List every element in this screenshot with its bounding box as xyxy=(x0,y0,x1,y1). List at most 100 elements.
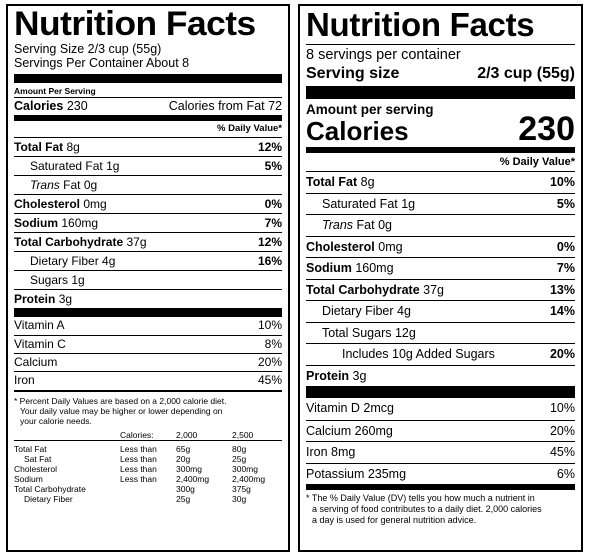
text-value: Total Carbohydrate xyxy=(14,235,124,249)
new-vitamin-row: Vitamin D 2mcg 10% xyxy=(306,398,575,420)
text-value: 0mg xyxy=(83,197,107,211)
text-value: 20g xyxy=(176,454,191,464)
text-value: Less than xyxy=(120,444,157,454)
text-value: Iron 8mg xyxy=(306,445,356,459)
text-value: Cholesterol xyxy=(306,239,375,254)
text-value: 12% xyxy=(257,140,282,154)
text-value: * The % Daily Value (DV) tells you how m… xyxy=(306,493,535,503)
text-value: Trans xyxy=(30,178,60,192)
text-value: Less than xyxy=(120,464,157,474)
text-value: Saturated Fat xyxy=(30,159,103,173)
text-value: 12g xyxy=(394,325,416,340)
old-serving-size: Serving Size 2/3 cup (55g) xyxy=(14,42,162,56)
new-nutrient-row: Dietary Fiber 4g 14% xyxy=(306,300,575,322)
new-nutrient-row: Saturated Fat 1g 5% xyxy=(306,192,575,215)
text-value: 1g xyxy=(106,159,120,173)
old-label-title: Nutrition Facts xyxy=(14,5,256,43)
text-value: Vitamin D 2mcg xyxy=(306,401,394,415)
new-nutrient-row: Total Fat 8g 10% xyxy=(306,171,575,193)
text-value: a day is used for general nutrition advi… xyxy=(312,515,477,525)
text-value: 10% xyxy=(549,401,575,415)
text-value: * Percent Daily Values are based on a 2,… xyxy=(14,396,227,406)
new-nutrient-row: Total Sugars 12g xyxy=(306,321,575,344)
text-value: Dietary Fiber xyxy=(322,304,394,318)
text-value: 1g xyxy=(401,196,416,211)
old-nutrient-row: Total Carbohydrate 37g 12% xyxy=(14,232,282,251)
text-value: 13% xyxy=(549,282,575,297)
text-value: 3g xyxy=(352,368,367,383)
new-nutrient-row: Includes 10g Added Sugars 20% xyxy=(306,343,575,365)
new-vitamin-row: Calcium 260mg 20% xyxy=(306,419,575,442)
new-calories-value: 230 xyxy=(518,110,575,148)
text-value: a serving of food contributes to a daily… xyxy=(312,504,542,514)
text-value: 16% xyxy=(257,254,282,268)
old-thick-divider xyxy=(14,308,282,317)
text-value: 7% xyxy=(556,261,575,275)
text-value: 20% xyxy=(257,355,282,369)
new-amount-per-serving: Amount per serving xyxy=(306,102,434,117)
text-value: 25g xyxy=(232,454,247,464)
new-thick-divider xyxy=(306,86,575,99)
new-serving-size-row: Serving size 2/3 cup (55g) xyxy=(306,64,575,83)
text-value: Calories: xyxy=(120,430,154,440)
old-calories-value: 230 xyxy=(66,99,88,113)
old-medium-divider xyxy=(14,115,282,121)
old-daily-value-header: % Daily Value* xyxy=(217,123,282,134)
old-vitamin-row: Vitamin C 8% xyxy=(14,335,282,353)
text-value xyxy=(120,484,176,494)
new-label-title: Nutrition Facts xyxy=(306,6,535,43)
text-value: Iron xyxy=(14,373,35,387)
new-medium-divider xyxy=(306,484,575,490)
text-value: Fat xyxy=(63,178,81,192)
new-calories-label: Calories xyxy=(306,116,409,146)
text-value: 4g xyxy=(397,304,411,318)
text-value: Fat xyxy=(356,218,375,232)
new-nutrient-row: Protein 3g xyxy=(306,364,575,387)
text-value: Calcium xyxy=(14,355,58,369)
old-nutrient-row: Total Fat 8g 12% xyxy=(14,137,282,156)
text-value: 45% xyxy=(549,445,575,459)
old-nutrient-row: Sugars 1g xyxy=(14,270,282,289)
new-serving-size-value: 2/3 cup (55g) xyxy=(477,65,575,82)
old-servings-per-container: Servings Per Container About 8 xyxy=(14,56,190,70)
new-serving-size-label: Serving size xyxy=(306,65,400,82)
text-value: Total Fat xyxy=(14,444,47,454)
new-calories-row: Calories 230 xyxy=(306,110,575,148)
text-value xyxy=(120,494,176,504)
old-nutrient-row: Sodium 160mg 7% xyxy=(14,213,282,232)
new-nutrient-row: Cholesterol 0mg 0% xyxy=(306,235,575,258)
text-value: Less than xyxy=(120,454,157,464)
text-value: 2,400mg xyxy=(176,474,210,484)
text-value: 20% xyxy=(549,347,575,361)
new-footnote: * The % Daily Value (DV) tells you how m… xyxy=(306,493,575,526)
old-calories-from-fat: Calories from Fat 72 xyxy=(168,99,282,113)
text-value: 30g xyxy=(232,494,247,504)
old-nutrient-row: Cholesterol 0mg 0% xyxy=(14,194,282,213)
text-value: Saturated Fat xyxy=(322,196,398,211)
text-value: Includes 10g Added Sugars xyxy=(342,347,495,361)
text-value: Total Fat xyxy=(14,140,64,154)
old-nutrition-label: Nutrition Facts Serving Size 2/3 cup (55… xyxy=(6,4,290,552)
text-value: 6% xyxy=(556,466,575,481)
text-value: Total Carbohydrate xyxy=(306,282,420,297)
new-nutrient-row: Sodium 160mg 7% xyxy=(306,257,575,279)
old-daily-values-table: Calories: 2,000 2,500 Total Fat Less than… xyxy=(14,430,282,504)
text-value: 0g xyxy=(378,218,392,232)
new-nutrient-row: Trans Fat 0g xyxy=(306,214,575,236)
old-amount-per-serving: Amount Per Serving xyxy=(14,86,96,96)
text-value: Your daily value may be higher or lower … xyxy=(20,406,223,416)
text-value: 0mg xyxy=(378,239,403,254)
text-value: 37g xyxy=(126,235,147,249)
new-nutrient-row: Total Carbohydrate 37g 13% xyxy=(306,278,575,301)
text-value: Total Fat xyxy=(306,175,358,189)
text-value: 2,400mg xyxy=(232,474,266,484)
text-value: 65g xyxy=(176,444,191,454)
text-value: 80g xyxy=(232,444,247,454)
old-vitamin-row: Iron 45% xyxy=(14,371,282,389)
text-value: Sodium xyxy=(14,216,58,230)
old-nutrient-row: Saturated Fat 1g 5% xyxy=(14,156,282,175)
text-value: 7% xyxy=(264,216,282,230)
new-medium-divider xyxy=(306,147,575,153)
text-value: Calcium 260mg xyxy=(306,423,393,438)
text-value: 14% xyxy=(549,304,575,318)
